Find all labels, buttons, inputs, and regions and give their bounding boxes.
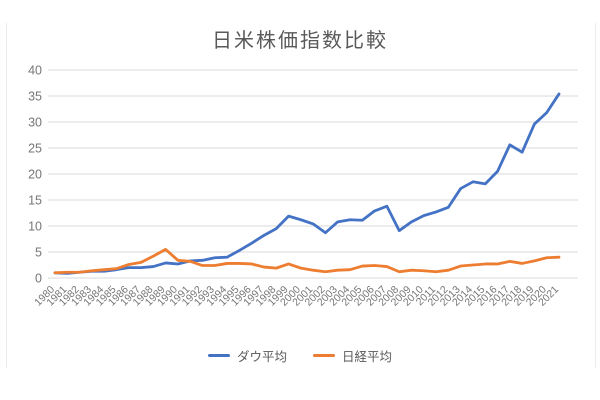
y-tick-label: 25 (28, 142, 42, 156)
chart-container (6, 23, 596, 368)
chart-title: 日米株価指数比較 (212, 30, 388, 52)
y-tick-label: 40 (28, 64, 42, 78)
legend: ダウ平均 日経平均 (0, 346, 600, 365)
y-tick-label: 5 (35, 246, 42, 260)
legend-item-dow: ダウ平均 (207, 346, 287, 365)
y-tick-label: 20 (28, 168, 42, 182)
y-tick-label: 35 (28, 90, 42, 104)
dow-series-line (53, 92, 561, 275)
legend-item-nikkei: 日経平均 (313, 346, 392, 365)
nikkei-line-swatch-icon (313, 354, 335, 357)
dow-line-swatch-icon (207, 354, 230, 357)
y-tick-label: 0 (35, 272, 42, 286)
nikkei-series-line (53, 247, 561, 275)
y-tick-label: 30 (28, 116, 42, 130)
y-tick-label: 10 (28, 220, 42, 234)
y-tick-label: 15 (28, 194, 42, 208)
legend-label-nikkei: 日経平均 (342, 350, 393, 364)
legend-label-dow: ダウ平均 (236, 350, 287, 364)
